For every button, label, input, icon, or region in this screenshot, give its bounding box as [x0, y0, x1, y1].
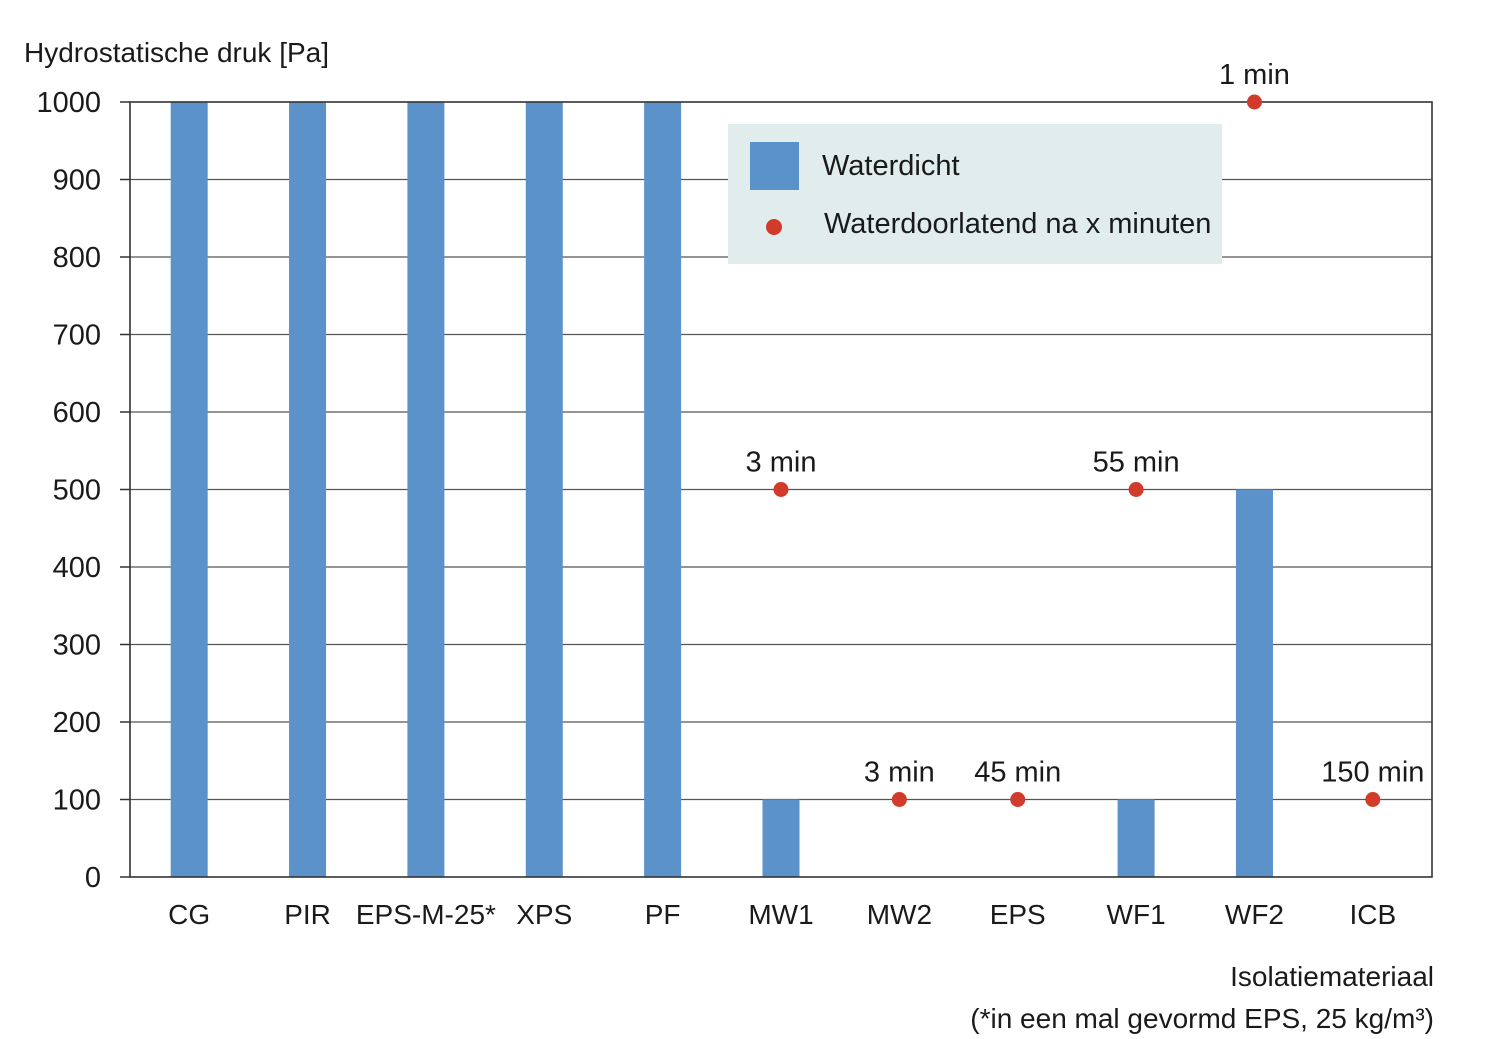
legend-background [728, 124, 1222, 264]
legend-label-waterdicht: Waterdicht [822, 150, 960, 182]
y-tick-label: 600 [53, 397, 101, 429]
point-ICB [1365, 792, 1381, 807]
x-tick-label: WF2 [1225, 899, 1284, 930]
point-label-MW1: 3 min [746, 447, 817, 479]
point-WF2 [1246, 94, 1262, 110]
x-tick-label: PF [645, 899, 681, 930]
x-tick-label: MW2 [867, 899, 932, 930]
x-tick-label: CG [168, 899, 210, 930]
bar-CG [170, 102, 208, 877]
legend-marker-waterdoorlatend [766, 219, 782, 235]
bar-MW1 [762, 799, 800, 877]
bar-EPS-M-25* [407, 102, 445, 877]
point-label-ICB: 150 min [1321, 757, 1424, 789]
x-axis-ticks: CG PIR EPS-M-25* XPS PF MW1 MW2 EPS WF1 WF2 ICB [168, 899, 1396, 930]
point-label-MW2: 3 min [864, 757, 935, 789]
point-label-WF1: 55 min [1093, 447, 1180, 479]
bar-PF [644, 102, 682, 877]
y-axis-label: Hydrostatische druk [Pa] [24, 37, 329, 68]
x-tick-label: PIR [284, 899, 331, 930]
legend-label-waterdoorlatend: Waterdoorlatend na x minuten [824, 208, 1211, 240]
y-tick-label: 900 [53, 165, 101, 197]
y-tick-label: 400 [53, 552, 101, 584]
x-tick-label: MW1 [748, 899, 813, 930]
point-MW1 [773, 482, 789, 497]
x-tick-label: EPS-M-25* [356, 899, 496, 930]
y-axis-ticks: 0 100 200 300 400 500 600 700 800 900 1000 [36, 87, 130, 894]
y-tick-label: 200 [53, 707, 101, 739]
bar-XPS [525, 102, 563, 877]
y-tick-label: 0 [85, 862, 101, 894]
legend: Waterdicht Waterdoorlatend na x minuten [728, 124, 1222, 264]
x-axis-label: Isolatiemateriaal [1230, 961, 1434, 992]
point-EPS [1010, 792, 1026, 807]
bars [170, 102, 1273, 877]
x-tick-label: WF1 [1107, 899, 1166, 930]
y-tick-label: 700 [53, 320, 101, 352]
bar-WF2 [1235, 489, 1273, 877]
legend-swatch-waterdicht [750, 142, 799, 190]
y-tick-label: 800 [53, 242, 101, 274]
point-label-WF2: 1 min [1219, 59, 1290, 91]
points: 3 min 3 min 45 min 55 min 1 min 150 min [746, 59, 1424, 807]
x-tick-label: XPS [516, 899, 572, 930]
point-MW2 [891, 792, 907, 807]
y-tick-label: 1000 [36, 87, 101, 119]
x-tick-label: EPS [990, 899, 1046, 930]
y-tick-label: 100 [53, 785, 101, 817]
bar-WF1 [1117, 799, 1155, 877]
x-tick-label: ICB [1349, 899, 1396, 930]
point-WF1 [1128, 482, 1144, 497]
point-label-EPS: 45 min [974, 757, 1061, 789]
y-tick-label: 500 [53, 475, 101, 507]
x-axis-note: (*in een mal gevormd EPS, 25 kg/m³) [970, 1003, 1434, 1034]
bar-PIR [289, 102, 327, 877]
y-tick-label: 300 [53, 630, 101, 662]
